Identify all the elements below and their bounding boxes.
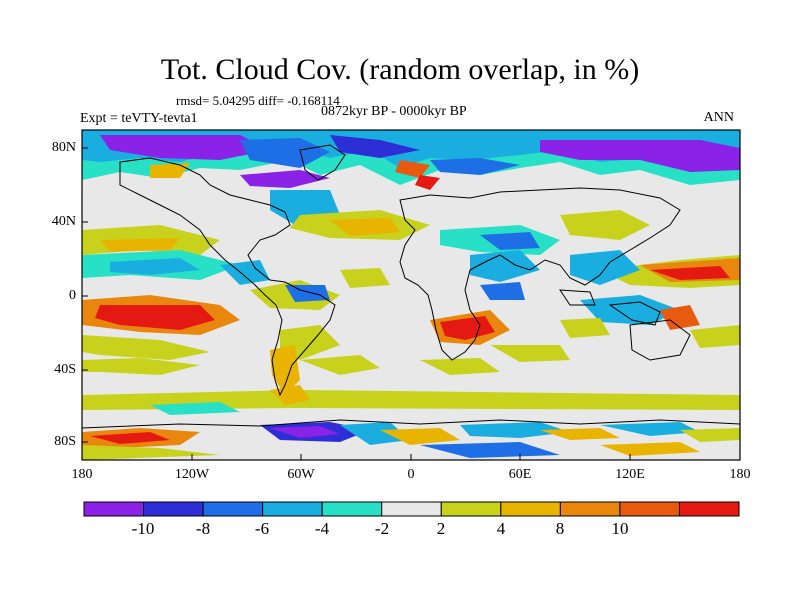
colorbar	[83, 501, 740, 517]
season-label: ANN	[703, 110, 734, 125]
colorbar-box	[678, 501, 740, 517]
colorbar-label: 4	[496, 519, 506, 538]
colorbar-label: -10	[131, 519, 155, 538]
colorbar-label: -8	[195, 519, 211, 538]
colorbar-box	[321, 501, 383, 517]
colorbar-box	[440, 501, 502, 517]
colorbar-box	[83, 501, 145, 517]
colorbar-label: 8	[555, 519, 565, 538]
anomaly-field	[82, 130, 740, 460]
colorbar-box	[262, 501, 323, 517]
colorbar-box	[559, 501, 621, 517]
lon-tick-label: 0	[407, 467, 415, 482]
colorbar-box	[381, 501, 442, 517]
lon-tick-label: 120E	[615, 467, 645, 482]
lon-tick-label: 60W	[287, 467, 315, 482]
colorbar-label: 2	[436, 519, 446, 538]
lat-tick-label: 80N	[51, 140, 76, 155]
colorbar-box	[500, 501, 561, 517]
map-title: Tot. Cloud Cov. (random overlap, in %)	[160, 53, 640, 86]
colorbar-label: 10	[611, 519, 629, 538]
lon-tick-label: 180	[729, 467, 751, 482]
lon-tick-label: 60E	[508, 467, 532, 482]
experiment-label: Expt = teVTY-tevta1	[80, 111, 198, 126]
lat-tick-label: 0	[69, 288, 76, 303]
coastlines	[82, 144, 740, 429]
colorbar-box	[619, 501, 680, 517]
colorbar-box	[202, 501, 264, 517]
lon-tick-label: 120W	[174, 467, 210, 482]
colorbar-label: -6	[254, 519, 270, 538]
lat-tick-label: 80S	[54, 434, 76, 449]
axis-ticks	[81, 147, 741, 460]
colorbar-box	[143, 501, 204, 517]
lat-tick-label: 40N	[51, 214, 76, 229]
colorbar-label: -2	[374, 519, 390, 538]
lon-tick-label: 180	[71, 467, 93, 482]
colorbar-label: -4	[314, 519, 330, 538]
stats-line: rmsd= 5.04295 diff= -0.168114	[176, 93, 340, 108]
lat-tick-label: 40S	[54, 362, 76, 377]
period-label: 0872kyr BP - 0000kyr BP	[321, 104, 467, 119]
